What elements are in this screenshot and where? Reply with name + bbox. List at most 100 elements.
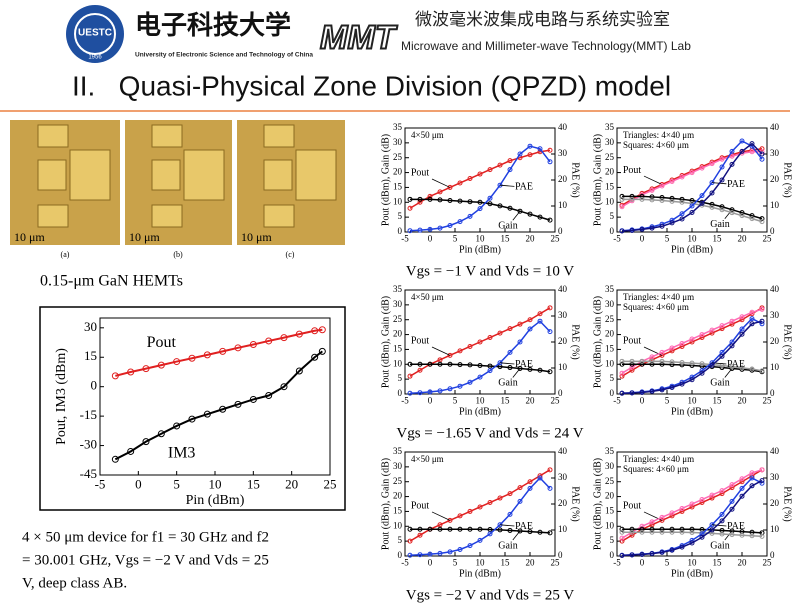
series-label: Pout [411,168,430,179]
data-point [457,198,463,204]
data-point [739,326,745,332]
data-point [629,358,635,364]
data-point [759,467,765,473]
data-point [547,467,553,473]
data-point [659,549,665,555]
data-point [689,540,695,546]
y2-tick-label: 30 [770,310,780,320]
series-line [409,149,551,209]
x-tick-label: 5 [665,395,670,405]
data-point [659,387,665,393]
data-point [173,358,181,366]
data-point [265,392,273,400]
data-point [679,381,685,387]
x-tick-label: 5 [453,557,458,567]
y2-tick-label: 30 [558,148,568,158]
y2-tick-label: 20 [770,174,780,184]
data-point [759,318,765,324]
data-point [527,529,533,535]
x-tick-label: -5 [401,557,409,567]
data-point [437,189,443,195]
data-point [447,517,453,523]
data-point [249,340,257,348]
data-point [749,141,755,147]
data-point [679,340,685,346]
data-point [407,205,413,211]
data-point [719,323,725,329]
y2-axis-label: PAE (%) [570,486,581,521]
data-point [659,529,665,535]
data-point [427,551,433,557]
data-point [639,529,645,535]
device-note: = 30.001 GHz, Vgs = −2 V and Vds = 25 [22,552,269,568]
label-pointer [512,368,521,378]
data-point [527,317,533,323]
data-point [749,149,755,155]
y2-tick-label: 40 [770,446,780,456]
data-point [517,498,523,504]
y2-tick-label: 10 [558,200,568,210]
data-point [111,455,119,463]
data-point [437,361,443,367]
y2-tick-label: 40 [770,122,780,132]
y2-tick-label: 40 [558,122,568,132]
data-point [457,383,463,389]
data-point [467,543,473,549]
data-point [749,321,755,327]
data-point [729,498,735,504]
data-point [639,551,645,557]
data-point [527,143,533,149]
x-axis-label: Pin (dBm) [671,568,713,579]
data-point [659,223,665,229]
y-tick-label: 0 [610,388,615,398]
y-tick-label: 10 [393,520,403,530]
y-tick-label: 30 [84,319,97,334]
y2-tick-label: 0 [558,550,563,560]
data-point [537,214,543,220]
x-tick-label: 5 [173,476,180,491]
micrograph-label: (a) [61,250,70,259]
y-tick-label: 25 [393,314,403,324]
y2-tick-label: 30 [770,148,780,158]
data-point [619,390,625,396]
y2-tick-label: 40 [558,284,568,294]
data-point [749,533,755,539]
bias-caption: Vgs = −1.65 V and Vds = 24 V [396,425,583,441]
data-point [507,326,513,332]
data-point [669,526,675,532]
x-tick-label: 5 [665,557,670,567]
y-tick-label: 20 [605,167,615,177]
data-point [689,339,695,345]
series-label: Gain [498,540,517,551]
data-point [417,367,423,373]
data-point [487,368,493,374]
series-line [409,476,551,556]
data-point [467,176,473,182]
data-point [157,361,165,369]
data-point [679,199,685,205]
data-point [739,331,745,337]
data-point [311,353,319,361]
label-pointer [431,346,451,356]
data-point [759,151,765,157]
data-point [739,148,745,154]
y-tick-label: 25 [605,152,615,162]
y-tick-label: 10 [393,196,403,206]
y-tick-label: 0 [398,388,403,398]
data-point [749,213,755,219]
x-tick-label: 15 [501,395,511,405]
data-point [477,362,483,368]
series-line [410,528,551,534]
data-point [280,383,288,391]
data-point [249,395,257,403]
data-point [487,195,493,201]
y-axis-label: Pout (dBm), Gain (dB) [592,296,603,388]
data-point [659,352,665,358]
data-point [295,330,303,338]
data-point [729,207,735,213]
y2-tick-label: 10 [770,524,780,534]
y2-axis-label: PAE (%) [570,162,581,197]
data-point [669,348,675,354]
data-point [517,365,523,371]
